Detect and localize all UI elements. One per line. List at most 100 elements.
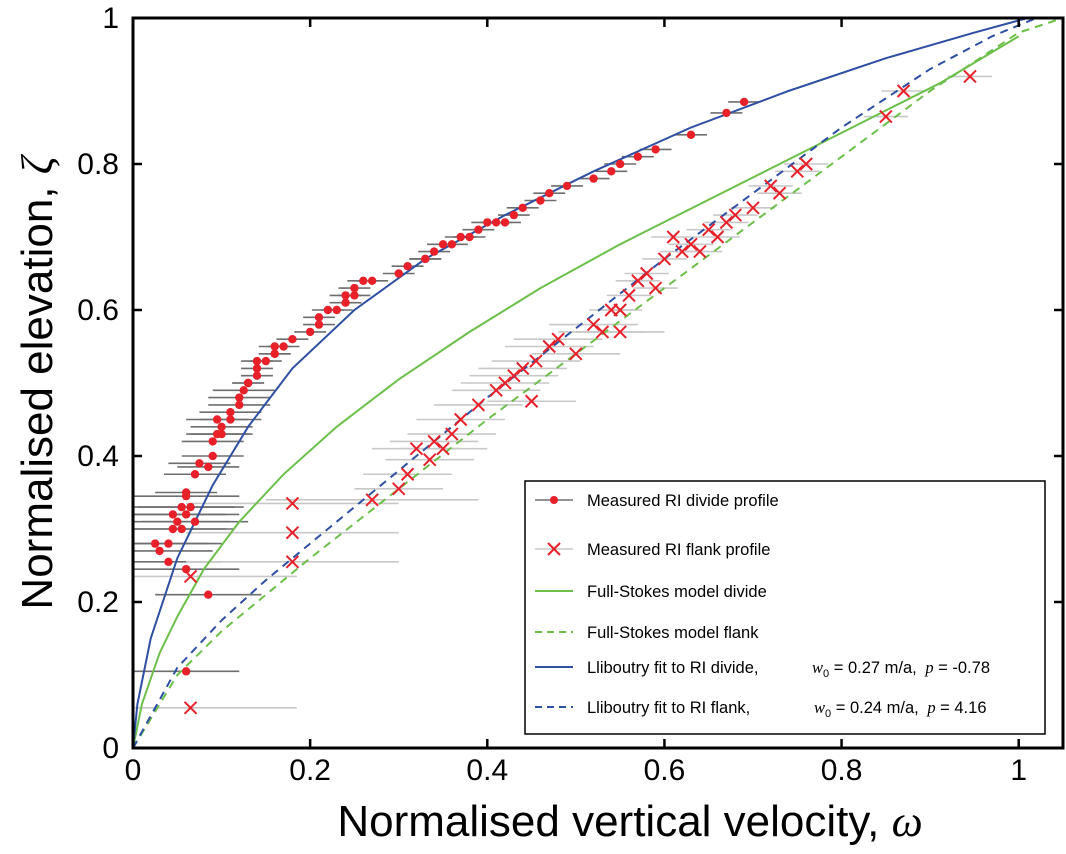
flank-point <box>516 361 530 376</box>
divide-point <box>394 269 403 278</box>
flank-point <box>799 157 813 171</box>
legend-label: Full-Stokes model flank <box>587 624 759 642</box>
model-curves <box>133 18 1063 748</box>
y-axis-title: Normalised elevation, ζ <box>13 153 62 609</box>
legend-params: w0 = 0.27 m/a, p = -0.78 <box>812 658 990 680</box>
flank-point <box>772 186 787 200</box>
divide-point <box>186 502 195 512</box>
flank-point <box>507 368 521 383</box>
divide-point <box>168 510 178 519</box>
divide-point <box>217 422 226 431</box>
flank-point <box>675 244 689 259</box>
divide-point <box>226 408 235 417</box>
divide-point <box>341 291 350 300</box>
legend-item-lliboutry-flank: Lliboutry fit to RI flank, w0 = 0.24 m/a… <box>535 698 987 720</box>
divide-point <box>235 393 244 402</box>
flank-point <box>542 339 556 354</box>
flank-point <box>657 252 672 266</box>
flank-point <box>524 394 539 408</box>
divide-point <box>181 488 191 497</box>
divide-point <box>177 524 186 534</box>
divide-point <box>164 539 173 548</box>
divide-point <box>243 378 253 388</box>
divide-point <box>500 218 510 227</box>
divide-point <box>270 342 279 351</box>
divide-point <box>341 298 350 307</box>
legend-label: Full-Stokes model divide <box>587 583 767 601</box>
flank-point <box>529 354 543 368</box>
divide-point <box>177 502 186 512</box>
divide-point <box>168 524 178 534</box>
x-tick-label: 0.2 <box>289 754 331 787</box>
y-tick-label: 0.8 <box>77 148 119 181</box>
divide-point <box>403 262 412 271</box>
divide-point <box>195 459 204 468</box>
divide-point <box>545 189 554 198</box>
divide-point <box>217 429 226 439</box>
legend-label: Lliboutry fit to RI divide, <box>587 659 759 677</box>
divide-point <box>633 152 643 161</box>
flank-point <box>746 201 760 215</box>
flank-point <box>693 244 707 259</box>
divide-point <box>279 342 288 351</box>
flank-point <box>719 215 734 230</box>
y-tick-label: 0.4 <box>77 440 119 473</box>
divide-point <box>456 232 465 242</box>
flank-point <box>790 164 804 179</box>
x-tick-label: 0 <box>125 754 142 787</box>
x-tick-label: 0.8 <box>821 754 863 787</box>
flank-point <box>427 434 441 449</box>
legend-item-flank-measured: Measured RI flank profile <box>535 541 770 559</box>
legend: Measured RI divide profile Measured RI f… <box>524 480 1046 735</box>
divide-point <box>465 232 474 242</box>
flank-point <box>365 493 379 507</box>
flank-point <box>710 230 725 244</box>
flank-point <box>631 274 645 288</box>
flank-point <box>183 701 198 715</box>
legend-label: Measured RI divide profile <box>587 492 779 510</box>
x-axis-title: Normalised vertical velocity, ω <box>337 797 922 846</box>
divide-point <box>350 283 359 293</box>
flank-point <box>622 288 636 303</box>
divide-point <box>536 196 545 205</box>
divide-point <box>686 130 696 139</box>
flank-point <box>702 222 716 237</box>
y-tick-label: 0.2 <box>77 586 119 619</box>
legend-params: w0 = 0.24 m/a, p = 4.16 <box>814 698 987 720</box>
y-tick-label: 0 <box>102 732 119 765</box>
divide-point <box>722 108 731 118</box>
flank-point <box>183 569 198 584</box>
divide-point <box>739 97 749 107</box>
flank-point <box>285 555 300 569</box>
divide-point <box>288 335 297 344</box>
divide-point <box>483 218 492 227</box>
divide-point <box>332 305 341 315</box>
x-tick-label: 0.4 <box>466 754 508 787</box>
divide-point <box>190 517 200 526</box>
flank-point <box>640 266 654 281</box>
divide-point <box>518 203 527 212</box>
flank-point <box>764 179 778 193</box>
legend-item-divide-measured: Measured RI divide profile <box>535 492 779 510</box>
fullstokes-flank-line <box>133 18 1063 748</box>
y-tick-label: 1 <box>102 2 119 35</box>
axis-ticks: 0 0.2 0.4 0.6 0.8 1 0 0.2 0.4 0.6 0.8 1 <box>77 2 1063 787</box>
divide-point <box>447 240 457 249</box>
divide-point <box>421 254 430 264</box>
divide-point <box>323 305 333 315</box>
x-tick-label: 1 <box>1010 754 1027 787</box>
divide-point <box>204 462 213 472</box>
divide-point <box>651 145 660 154</box>
divide-point <box>350 291 359 300</box>
flank-point <box>963 69 977 84</box>
divide-point <box>261 356 271 366</box>
divide-point <box>226 415 235 424</box>
lliboutry-divide-line <box>133 18 1028 748</box>
flank-point <box>879 109 893 124</box>
flank-point <box>445 427 459 441</box>
divide-point <box>589 174 598 183</box>
legend-item-fullstokes-divide: Full-Stokes model divide <box>535 583 767 601</box>
legend-box <box>524 480 1046 735</box>
divide-point <box>429 247 439 256</box>
